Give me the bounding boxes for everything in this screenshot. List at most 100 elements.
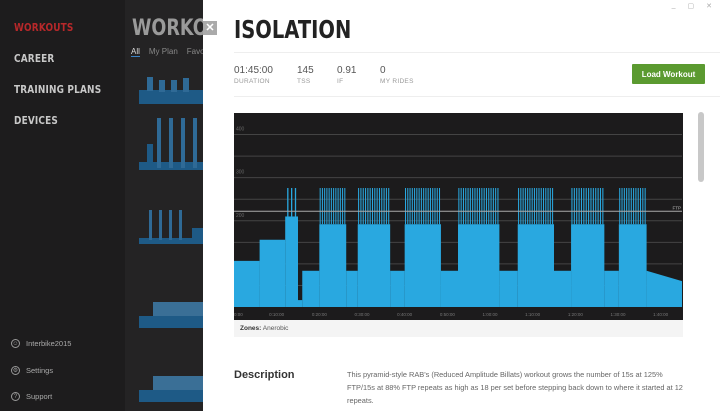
interval-spike [576, 188, 578, 225]
interval-spike [592, 188, 594, 225]
interval-spike [520, 188, 522, 225]
tab-my-plan[interactable]: My Plan [148, 47, 178, 56]
opener-spike [294, 188, 297, 217]
interval-spike [490, 188, 492, 225]
interval-spike [488, 188, 490, 225]
window-controls: _ ▢ ✕ [672, 2, 712, 10]
interval-spike [552, 188, 554, 225]
interval-spike [619, 188, 621, 225]
opener-spike [287, 188, 289, 217]
stat-duration: 01:45:00 DURATION [234, 65, 273, 85]
power-segment [458, 224, 500, 307]
x-tick-label: 0:50:00 [440, 312, 456, 317]
interval-spike [439, 188, 441, 225]
interval-spike [411, 188, 413, 225]
interval-spike [527, 188, 529, 225]
workout-thumbnail[interactable] [137, 114, 203, 172]
nav-devices[interactable]: DEVICES [14, 115, 59, 127]
interval-spike [414, 188, 416, 225]
interval-spike [469, 188, 471, 225]
support-link[interactable]: ? Support [11, 392, 52, 401]
interval-spike [429, 188, 431, 225]
interval-spike [425, 188, 427, 225]
interval-spike [595, 188, 597, 225]
load-workout-button[interactable]: Load Workout [632, 64, 705, 84]
power-segment [302, 270, 320, 307]
x-tick-label: 1:40:00 [653, 312, 669, 317]
interval-spike [588, 188, 590, 225]
interval-spike [436, 188, 438, 225]
interval-spike [483, 188, 485, 225]
interval-spike [458, 188, 460, 225]
stat-if: 0.91 IF [337, 65, 356, 85]
support-label: Support [26, 392, 53, 401]
workout-content: 200 300 400 FTP 0:00 0:10:00 0:20:00 0:30:00 0:4… [222, 112, 694, 411]
interval-spike [330, 188, 332, 225]
interval-spike [474, 188, 476, 225]
power-segment [440, 270, 458, 307]
workouts-list-panel: WORKOUTS All My Plan Favorites [125, 0, 203, 411]
interval-spike [543, 188, 545, 225]
scrollbar[interactable] [698, 112, 704, 182]
interval-spike [335, 188, 337, 225]
user-profile[interactable]: ☺ Interbike2015 [11, 339, 71, 348]
interval-spike [571, 188, 573, 225]
workout-thumbnail[interactable] [137, 72, 203, 130]
username: Interbike2015 [26, 339, 72, 348]
workouts-title: WORKOUTS [132, 16, 203, 41]
zones-bar: Zones: Anerobic [234, 320, 683, 337]
user-icon: ☺ [11, 339, 20, 348]
interval-spike [531, 188, 533, 225]
interval-spike [365, 188, 367, 225]
interval-spike [319, 188, 321, 225]
workout-title: ISOLATION [234, 15, 352, 44]
nav-training-plans[interactable]: TRAINING PLANS [14, 84, 102, 96]
power-segment [357, 224, 391, 307]
stat-value: 01:45:00 [234, 65, 273, 76]
interval-spike [344, 188, 346, 225]
nav-career[interactable]: CAREER [14, 53, 55, 65]
interval-spike [432, 188, 434, 225]
interval-spike [378, 188, 380, 225]
help-icon: ? [11, 392, 20, 401]
interval-spike [626, 188, 628, 225]
interval-spike [630, 188, 632, 225]
ftp-label: FTP [673, 205, 682, 210]
workout-thumbnail[interactable] [137, 350, 203, 408]
stat-label: DURATION [234, 78, 270, 85]
workout-thumbnail[interactable] [137, 188, 203, 246]
y-tick-label: 200 [236, 213, 245, 219]
power-segment [390, 270, 405, 307]
interval-spike [533, 188, 535, 225]
interval-spike [328, 188, 330, 225]
tab-favorites[interactable]: Favorites [186, 47, 203, 56]
minimize-button[interactable]: _ [671, 2, 676, 9]
power-segment [234, 260, 260, 307]
interval-spike [578, 188, 580, 225]
interval-spike [637, 188, 639, 225]
interval-spike [536, 188, 538, 225]
interval-spike [374, 188, 376, 225]
settings-link[interactable]: ⚙ Settings [11, 366, 53, 375]
x-tick-label: 0:40:00 [397, 312, 413, 317]
interval-spike [522, 188, 524, 225]
tab-all[interactable]: All [131, 47, 140, 57]
interval-spike [362, 188, 364, 225]
nav-workouts[interactable]: WORKOUTS [14, 22, 74, 34]
close-modal-button[interactable]: ✕ [203, 21, 217, 35]
x-tick-label: 0:30:00 [354, 312, 370, 317]
description-text: This pyramid-style RAB's (Reduced Amplit… [347, 370, 683, 405]
interval-spike [640, 188, 642, 225]
workout-tabs: All My Plan Favorites [131, 47, 203, 57]
maximize-button[interactable]: ▢ [687, 3, 695, 10]
power-segment [517, 224, 554, 307]
interval-spike [485, 188, 487, 225]
interval-spike [360, 188, 362, 225]
power-segment [571, 224, 605, 307]
workout-thumbnail[interactable] [137, 280, 203, 338]
interval-spike [369, 188, 371, 225]
window-close-button[interactable]: ✕ [706, 3, 712, 10]
divider [234, 52, 720, 53]
interval-spike [358, 188, 360, 225]
interval-spike [427, 188, 429, 225]
